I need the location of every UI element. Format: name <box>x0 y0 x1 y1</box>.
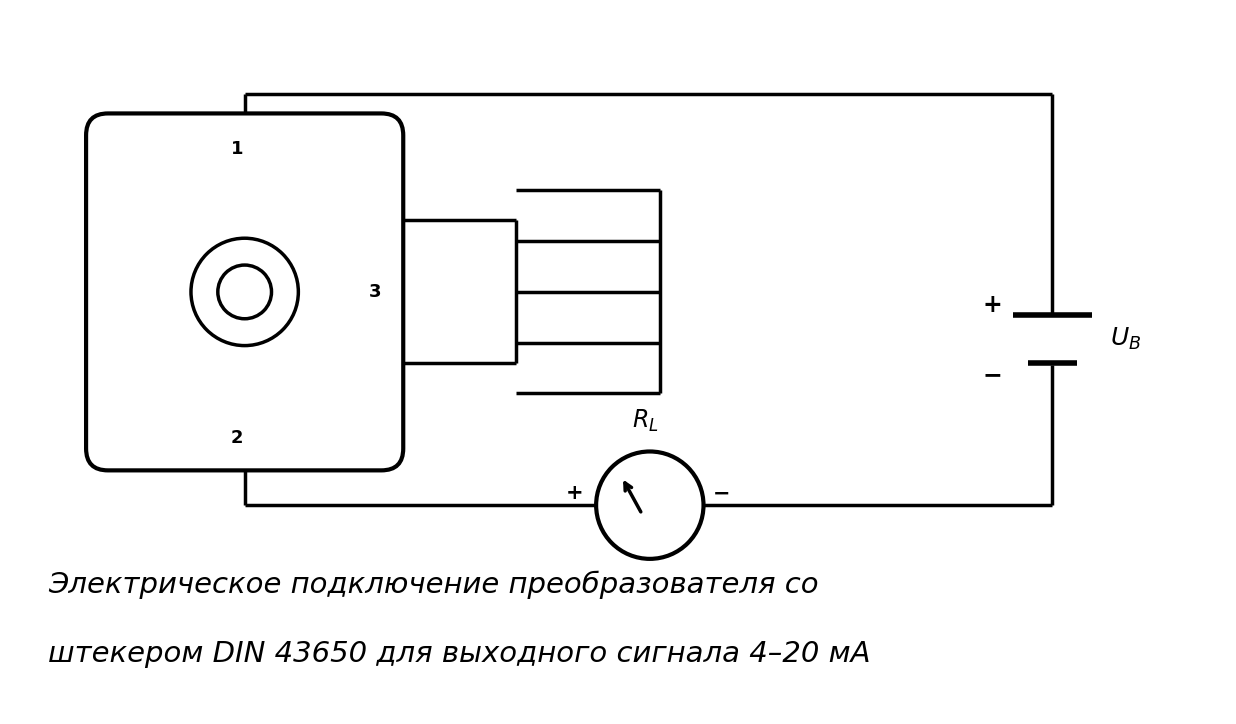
Text: 1: 1 <box>230 140 243 158</box>
Text: −: − <box>983 363 1002 387</box>
Text: +: + <box>983 293 1002 317</box>
Circle shape <box>596 452 703 559</box>
Text: штекером DIN 43650 для выходного сигнала 4–20 мА: штекером DIN 43650 для выходного сигнала… <box>48 641 871 668</box>
Text: $U_B$: $U_B$ <box>1110 326 1141 353</box>
Circle shape <box>218 265 272 319</box>
Text: 3: 3 <box>368 283 381 301</box>
Text: 2: 2 <box>230 429 243 447</box>
Text: +: + <box>565 483 583 503</box>
Text: Электрическое подключение преобразователя со: Электрическое подключение преобразовател… <box>48 571 819 599</box>
Circle shape <box>192 238 298 345</box>
Text: −: − <box>713 483 730 503</box>
Text: $R_L$: $R_L$ <box>632 408 658 434</box>
FancyBboxPatch shape <box>87 114 403 471</box>
